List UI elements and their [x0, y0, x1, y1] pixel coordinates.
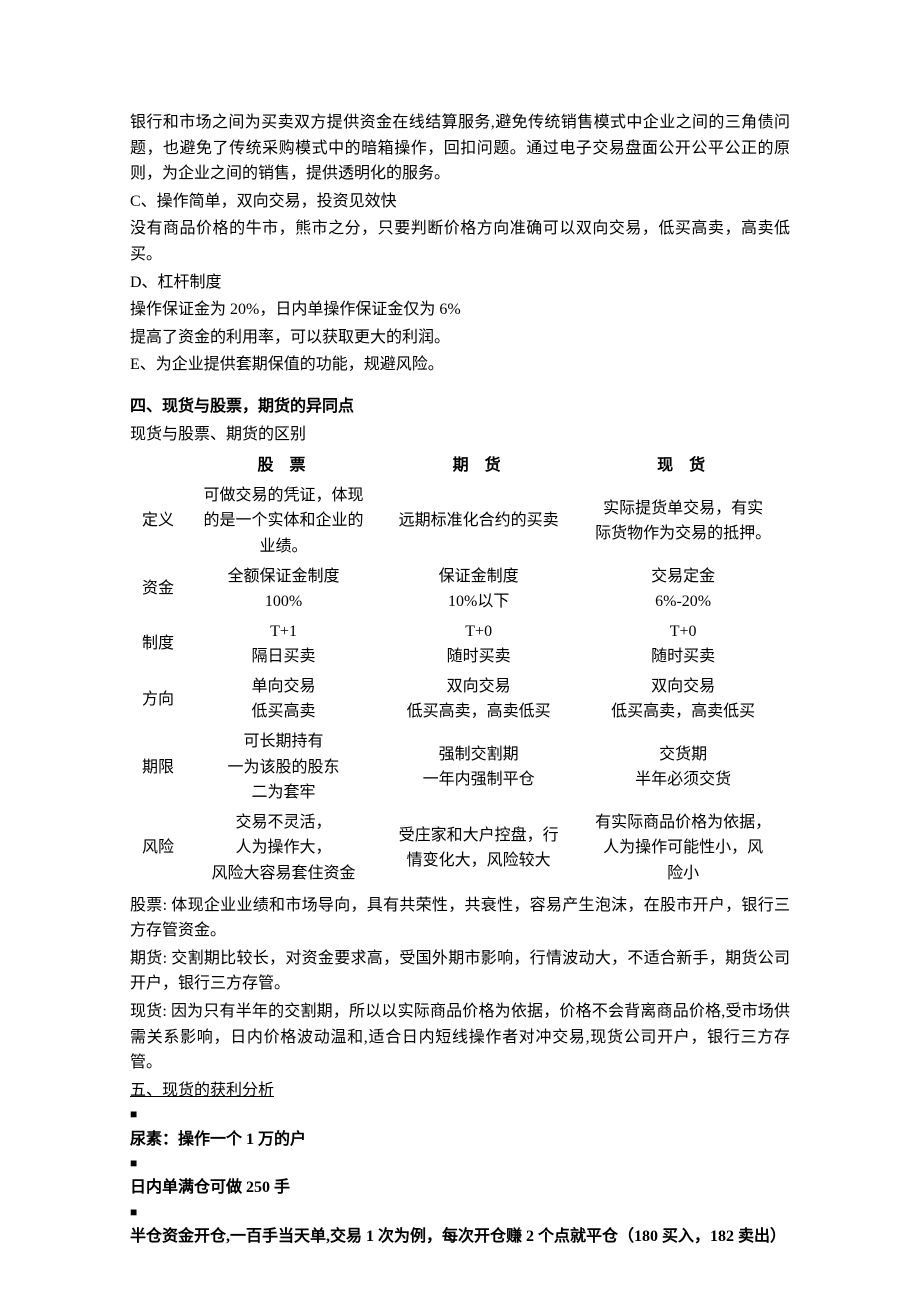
- bullet-marker: ■: [130, 1154, 790, 1173]
- table-cell-line: 受庄家和大户控盘，行: [385, 823, 572, 849]
- subsection-d-body1: 操作保证金为 20%，日内单操作保证金仅为 6%: [130, 297, 790, 323]
- table-cell-line: 的是一个实体和企业的: [190, 508, 377, 534]
- table-cell-line: 全额保证金制度: [190, 564, 377, 590]
- table-cell-line: 际货物作为交易的抵押。: [580, 521, 786, 547]
- table-cell-line: 可做交易的凭证，体现: [190, 483, 377, 509]
- table-cell-line: T+1: [190, 619, 377, 645]
- table-cell-line: 一为该股的股东: [190, 755, 377, 781]
- table-cell-line: 交货期: [580, 742, 786, 768]
- table-cell: 强制交割期一年内强制平仓: [381, 727, 576, 808]
- table-row-label: 资金: [130, 562, 186, 617]
- table-row-label: 制度: [130, 617, 186, 672]
- table-cell: 有实际商品价格为依据，人为操作可能性小，风险小: [576, 808, 790, 889]
- table-header-col2: 期货: [381, 451, 576, 481]
- table-cell: 远期标准化合约的买卖: [381, 481, 576, 562]
- table-cell: 全额保证金制度100%: [186, 562, 381, 617]
- table-cell-line: 交易不灵活，: [190, 810, 377, 836]
- table-cell-line: 10%以下: [385, 589, 572, 615]
- subsection-c-title: C、操作简单，双向交易，投资见效快: [130, 189, 790, 215]
- section-4-after-2: 期货: 交割期比较长，对资金要求高，受国外期市影响，行情波动大，不适合新手，期货…: [130, 946, 790, 997]
- subsection-d-title: D、杠杆制度: [130, 270, 790, 296]
- table-cell-line: 单向交易: [190, 674, 377, 700]
- section-5-line: 半仓资金开仓,一百手当天单,交易 1 次为例，每次开仓赚 2 个点就平仓（180…: [130, 1224, 790, 1250]
- table-cell-line: 远期标准化合约的买卖: [385, 508, 572, 534]
- table-cell: 可长期持有一为该股的股东二为套牢: [186, 727, 381, 808]
- table-cell: 单向交易低买高卖: [186, 672, 381, 727]
- bullet-marker: ■: [130, 1203, 790, 1222]
- comparison-table: 股票 期货 现货 定义可做交易的凭证，体现的是一个实体和企业的业绩。远期标准化合…: [130, 451, 790, 889]
- table-cell-line: 低买高卖: [190, 699, 377, 725]
- table-cell-line: 险小: [580, 861, 786, 887]
- section-4-subtitle: 现货与股票、期货的区别: [130, 422, 790, 448]
- table-header-row: 股票 期货 现货: [130, 451, 790, 481]
- table-cell-line: 强制交割期: [385, 742, 572, 768]
- table-cell-line: 实际提货单交易，有实: [580, 496, 786, 522]
- section-5-line: 日内单满仓可做 250 手: [130, 1175, 790, 1201]
- table-cell-line: T+0: [385, 619, 572, 645]
- body-paragraph: 银行和市场之间为买卖双方提供资金在线结算服务,避免传统销售模式中企业之间的三角债…: [130, 110, 790, 187]
- table-row-label: 期限: [130, 727, 186, 808]
- table-cell-line: 双向交易: [385, 674, 572, 700]
- table-cell-line: 人为操作可能性小，风: [580, 835, 786, 861]
- table-cell-line: 二为套牢: [190, 780, 377, 806]
- table-cell: 双向交易低买高卖，高卖低买: [576, 672, 790, 727]
- table-cell: 保证金制度10%以下: [381, 562, 576, 617]
- section-4-after-1: 股票: 体现企业业绩和市场导向，具有共荣性，共衰性，容易产生泡沫，在股市开户，银…: [130, 893, 790, 944]
- subsection-c-body: 没有商品价格的牛市，熊市之分，只要判断价格方向准确可以双向交易，低买高卖，高卖低…: [130, 216, 790, 267]
- section-4-after-3: 现货: 因为只有半年的交割期，所以以实际商品价格为依据，价格不会背离商品价格,受…: [130, 999, 790, 1076]
- table-cell: 实际提货单交易，有实际货物作为交易的抵押。: [576, 481, 790, 562]
- section-5-list: ■尿素：操作一个 1 万的户■日内单满仓可做 250 手■半仓资金开仓,一百手当…: [130, 1105, 790, 1249]
- subsection-d-body2: 提高了资金的利用率，可以获取更大的利润。: [130, 325, 790, 351]
- table-cell-line: 人为操作大，: [190, 835, 377, 861]
- table-header-col1: 股票: [186, 451, 381, 481]
- section-5-title: 五、现货的获利分析: [130, 1078, 790, 1104]
- table-cell-line: 随时买卖: [385, 644, 572, 670]
- table-cell: T+0随时买卖: [576, 617, 790, 672]
- bullet-marker: ■: [130, 1105, 790, 1124]
- document-page: 银行和市场之间为买卖双方提供资金在线结算服务,避免传统销售模式中企业之间的三角债…: [0, 0, 920, 1312]
- table-cell-line: 一年内强制平仓: [385, 767, 572, 793]
- section-5-line: 尿素：操作一个 1 万的户: [130, 1127, 790, 1153]
- table-row: 定义可做交易的凭证，体现的是一个实体和企业的业绩。远期标准化合约的买卖实际提货单…: [130, 481, 790, 562]
- table-row-label: 方向: [130, 672, 186, 727]
- table-cell-line: T+0: [580, 619, 786, 645]
- table-cell-line: 低买高卖，高卖低买: [385, 699, 572, 725]
- table-cell: 交易不灵活，人为操作大，风险大容易套住资金: [186, 808, 381, 889]
- table-cell: 可做交易的凭证，体现的是一个实体和企业的业绩。: [186, 481, 381, 562]
- table-cell-line: 隔日买卖: [190, 644, 377, 670]
- table-cell-line: 可长期持有: [190, 729, 377, 755]
- table-cell-line: 半年必须交货: [580, 767, 786, 793]
- table-cell-line: 100%: [190, 589, 377, 615]
- table-cell: 交货期半年必须交货: [576, 727, 790, 808]
- table-cell-line: 双向交易: [580, 674, 786, 700]
- table-row-label: 定义: [130, 481, 186, 562]
- table-cell-line: 随时买卖: [580, 644, 786, 670]
- table-row: 制度T+1隔日买卖T+0随时买卖T+0随时买卖: [130, 617, 790, 672]
- table-cell-line: 6%-20%: [580, 589, 786, 615]
- table-header-blank: [130, 451, 186, 481]
- subsection-e-title: E、为企业提供套期保值的功能，规避风险。: [130, 352, 790, 378]
- table-row: 期限可长期持有一为该股的股东二为套牢强制交割期一年内强制平仓交货期半年必须交货: [130, 727, 790, 808]
- table-cell-line: 低买高卖，高卖低买: [580, 699, 786, 725]
- table-row-label: 风险: [130, 808, 186, 889]
- table-cell: 双向交易低买高卖，高卖低买: [381, 672, 576, 727]
- section-4-title: 四、现货与股票，期货的异同点: [130, 394, 790, 420]
- table-cell-line: 有实际商品价格为依据，: [580, 810, 786, 836]
- table-cell-line: 业绩。: [190, 534, 377, 560]
- table-row: 风险交易不灵活，人为操作大，风险大容易套住资金受庄家和大户控盘，行情变化大，风险…: [130, 808, 790, 889]
- table-cell: 受庄家和大户控盘，行情变化大，风险较大: [381, 808, 576, 889]
- table-cell-line: 风险大容易套住资金: [190, 861, 377, 887]
- table-cell: T+1隔日买卖: [186, 617, 381, 672]
- table-header-col3: 现货: [576, 451, 790, 481]
- table-cell-line: 情变化大，风险较大: [385, 848, 572, 874]
- table-cell: 交易定金6%-20%: [576, 562, 790, 617]
- table-row: 资金全额保证金制度100%保证金制度10%以下交易定金6%-20%: [130, 562, 790, 617]
- table-cell: T+0随时买卖: [381, 617, 576, 672]
- table-cell-line: 保证金制度: [385, 564, 572, 590]
- table-cell-line: 交易定金: [580, 564, 786, 590]
- table-row: 方向单向交易低买高卖双向交易低买高卖，高卖低买双向交易低买高卖，高卖低买: [130, 672, 790, 727]
